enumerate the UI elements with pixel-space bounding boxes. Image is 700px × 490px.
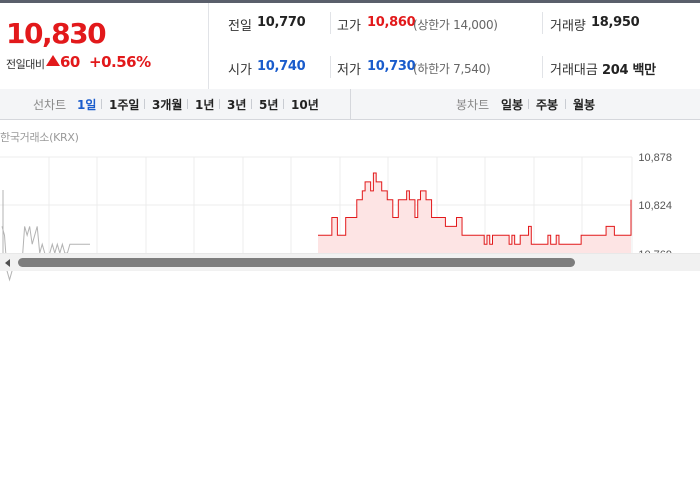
divider (542, 12, 543, 34)
prev-close-value: 10,770 (257, 15, 306, 30)
chart-scrollbar[interactable] (0, 253, 700, 271)
quote-summary: 10,830 전일대비 60 +0.56% 전일 10,770 고가 10,86… (0, 3, 700, 90)
tab-separator (144, 99, 145, 109)
open-label: 시가 (228, 63, 252, 78)
trade-value: 204 백만 (602, 63, 656, 78)
tab-3-years[interactable]: 3년 (227, 98, 247, 112)
price-line (318, 172, 632, 245)
upper-limit-note: (상한가 14,000) (413, 18, 498, 32)
line-chart-label: 선차트 (33, 98, 67, 112)
y-tick-label: 10,824 (638, 200, 672, 212)
tab-10-years[interactable]: 10년 (291, 98, 319, 112)
candle-chart-label: 봉차트 (456, 98, 490, 112)
tab-monthly-candle[interactable]: 월봉 (573, 98, 596, 112)
tab-daily-candle[interactable]: 일봉 (501, 98, 524, 112)
tab-separator (251, 99, 252, 109)
lower-limit-note: (하한가 7,540) (413, 62, 491, 76)
chart-grid (0, 156, 633, 255)
volume-value: 18,950 (591, 15, 640, 30)
low-value: 10,730 (367, 59, 416, 74)
high-label: 고가 (337, 19, 361, 34)
tab-separator (283, 99, 284, 109)
tab-weekly-candle[interactable]: 주봉 (536, 98, 559, 112)
tab-separator (187, 99, 188, 109)
change-label: 전일대비 (6, 58, 45, 71)
scroll-left-arrow-icon[interactable] (5, 259, 10, 267)
tab-1-week[interactable]: 1주일 (109, 98, 140, 112)
triangle-up-icon (46, 55, 60, 66)
tab-separator (219, 99, 220, 109)
prev-close-label: 전일 (228, 19, 252, 34)
divider (330, 56, 331, 78)
data-source: 한국거래소(KRX) (0, 131, 79, 144)
divider (330, 12, 331, 34)
tab-1-year[interactable]: 1년 (195, 98, 215, 112)
open-value: 10,740 (257, 59, 306, 74)
price-box: 10,830 전일대비 60 +0.56% (0, 3, 209, 89)
tab-1-day[interactable]: 1일 (77, 98, 97, 112)
change-value: 60 (60, 53, 80, 71)
chart-period-tabs: 선차트 1일 1주일 3개월 1년 3년 5년 10년 봉차트 일봉 주봉 월봉 (0, 89, 700, 120)
y-tick-label: 10,878 (638, 152, 672, 164)
change-rate: +0.56% (89, 53, 151, 71)
tab-separator (528, 99, 529, 109)
tab-separator (565, 99, 566, 109)
tab-3-months[interactable]: 3개월 (152, 98, 183, 112)
high-value: 10,860 (367, 15, 416, 30)
scroll-thumb[interactable] (18, 258, 575, 267)
trade-value-label: 거래대금 (550, 63, 598, 78)
top-border (0, 0, 700, 3)
low-label: 저가 (337, 63, 361, 78)
volume-label: 거래량 (550, 19, 586, 34)
tab-5-years[interactable]: 5년 (259, 98, 279, 112)
divider (542, 56, 543, 78)
current-price: 10,830 (6, 17, 107, 50)
tab-separator (101, 99, 102, 109)
tab-group-divider (350, 89, 351, 119)
price-area-fill (318, 173, 631, 253)
